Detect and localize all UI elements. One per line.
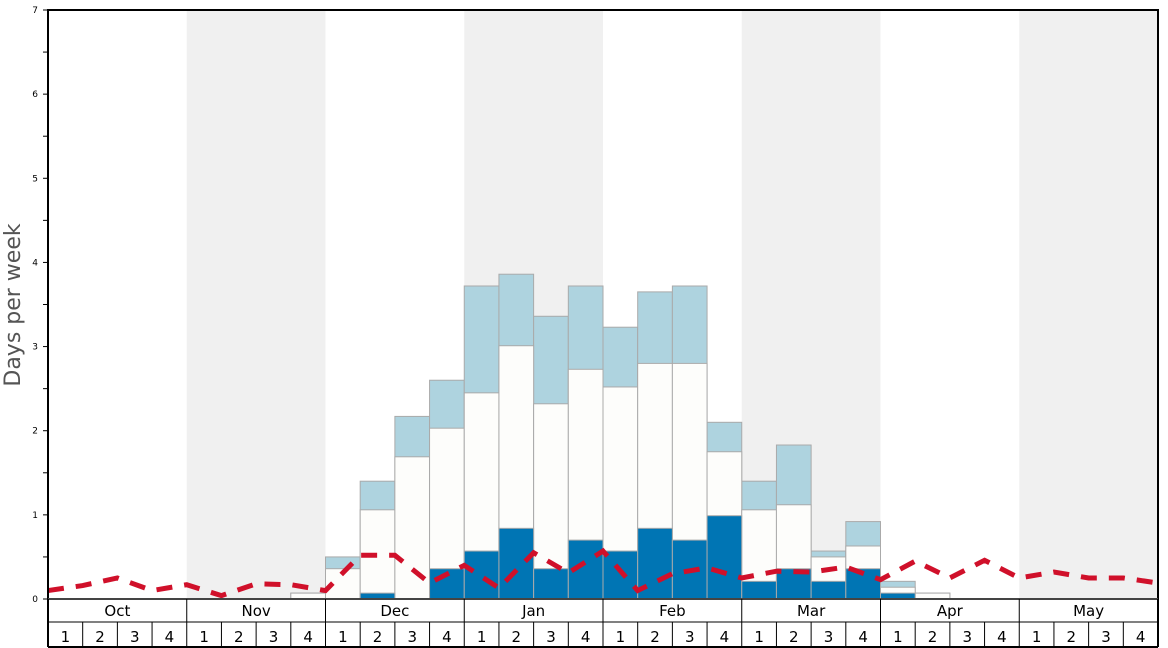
bar-dark: [463, 550, 500, 600]
week-label: 3: [130, 628, 140, 646]
x-axis: Oct 1 2 3 4 Nov 1 2 3 4 Dec 1 2 3 4 Jan 1 2 3 4 Feb 1 2 3 4 Mar 1 2…: [47, 598, 1159, 648]
week-label: 1: [477, 628, 487, 646]
y-tick-label: 1: [32, 511, 38, 521]
month-label: Mar: [797, 602, 826, 620]
week-label: 3: [685, 628, 695, 646]
y-tick-label: 6: [32, 90, 38, 100]
y-tick-label: 4: [32, 258, 38, 268]
week-label: 1: [754, 628, 764, 646]
bar-dark: [810, 580, 847, 600]
week-label: 3: [546, 628, 556, 646]
bar-dark: [602, 550, 639, 600]
y-tick-label: 7: [32, 6, 38, 16]
month-label: Oct: [104, 602, 130, 620]
week-label: 4: [581, 628, 591, 646]
week-label: 3: [824, 628, 834, 646]
dashed-line: [47, 547, 1159, 599]
week-label: 2: [1067, 628, 1077, 646]
line-series: [47, 547, 1159, 599]
week-label: 2: [373, 628, 383, 646]
week-label: 4: [165, 628, 175, 646]
week-label: 3: [407, 628, 417, 646]
week-label: 4: [997, 628, 1007, 646]
month-label: Jan: [521, 602, 545, 620]
week-label: 3: [962, 628, 972, 646]
y-tick-label: 3: [32, 343, 38, 353]
week-label: 2: [650, 628, 660, 646]
week-label: 1: [338, 628, 348, 646]
week-label: 2: [95, 628, 105, 646]
month-label: Nov: [241, 602, 270, 620]
week-label: 1: [893, 628, 903, 646]
week-label: 1: [61, 628, 71, 646]
bar-dark: [498, 527, 535, 600]
week-label: 2: [234, 628, 244, 646]
week-label: 4: [303, 628, 313, 646]
week-label: 1: [1032, 628, 1042, 646]
month-label: Apr: [937, 602, 964, 620]
week-label: 2: [928, 628, 938, 646]
month-shade-nov: [186, 10, 326, 599]
week-label: 3: [269, 628, 279, 646]
y-tick-label: 5: [32, 174, 38, 184]
bars: [290, 273, 951, 600]
bar-dark: [741, 580, 777, 600]
week-label: 4: [720, 628, 730, 646]
week-label: 1: [616, 628, 626, 646]
y-axis-label: Days per week: [1, 223, 26, 386]
week-label: 1: [199, 628, 209, 646]
month-label: May: [1073, 602, 1104, 620]
y-tick-label: 0: [32, 595, 38, 605]
month-label: Feb: [659, 602, 686, 620]
month-shading: [48, 10, 1158, 599]
week-label: 2: [512, 628, 522, 646]
week-label: 2: [789, 628, 799, 646]
week-label: 4: [858, 628, 868, 646]
month-shade-may: [1019, 10, 1158, 599]
week-label: 3: [1101, 628, 1111, 646]
week-label: 4: [1136, 628, 1146, 646]
week-label: 4: [442, 628, 452, 646]
bar-dark: [706, 515, 743, 600]
y-tick-label: 2: [32, 427, 38, 437]
month-label: Dec: [380, 602, 409, 620]
bar-dark: [533, 568, 569, 600]
